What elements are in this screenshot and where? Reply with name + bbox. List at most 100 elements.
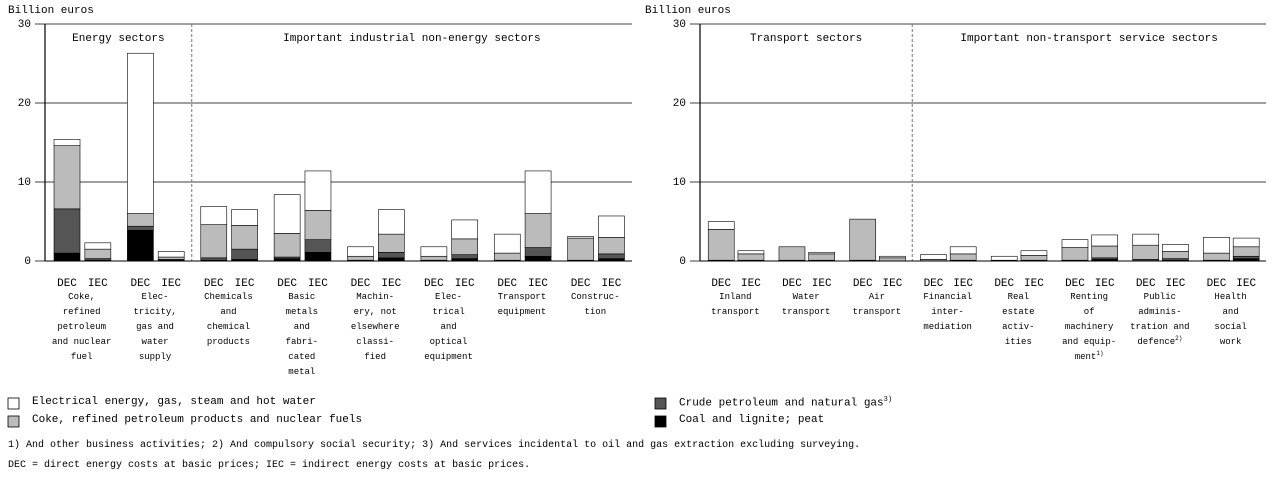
- bar-label: DEC: [924, 278, 944, 290]
- category-note: 2): [1175, 335, 1183, 342]
- bar-segment: [127, 225, 154, 231]
- bar-segment: [737, 250, 765, 255]
- bar-segment: [304, 252, 332, 262]
- bar-segment: [598, 237, 625, 255]
- bar-label: DEC: [1065, 278, 1085, 290]
- bar-segment: [420, 246, 448, 257]
- bar-segment: [84, 248, 112, 259]
- bar-label: IEC: [381, 278, 401, 290]
- bar-segment: [1132, 233, 1160, 246]
- bar-label: IEC: [235, 278, 255, 290]
- legend-entry: Crude petroleum and natural gas3): [679, 396, 892, 410]
- bar-label: DEC: [1207, 278, 1227, 290]
- bar-segment: [157, 256, 185, 260]
- category-label: Inland transport: [711, 292, 760, 317]
- category-label: Financial inter- mediation: [923, 292, 972, 332]
- x-tick-label: Basic metals and fabri- cated metal: [264, 290, 340, 380]
- bar-segment: [567, 237, 594, 261]
- bar-segment: [347, 246, 374, 257]
- bar-segment: [53, 139, 81, 146]
- bar-label: IEC: [161, 278, 181, 290]
- bar-segment: [1061, 239, 1089, 248]
- x-tick-label: Public adminis- tration and defence2): [1122, 290, 1198, 350]
- bar-segment: [420, 255, 448, 261]
- bar-segment: [1061, 247, 1089, 261]
- category-label: Coke, refined petroleum and nuclear fuel: [51, 292, 112, 362]
- group-title: Energy sectors: [72, 33, 164, 45]
- bar-segment: [1203, 252, 1230, 261]
- bar-label: DEC: [994, 278, 1014, 290]
- bar-segment: [808, 253, 835, 261]
- bar-segment: [273, 233, 301, 258]
- bar-segment: [304, 170, 332, 211]
- y-tick-label: 0: [24, 256, 31, 268]
- bar-segment: [127, 213, 154, 227]
- y-tick-label: 20: [673, 98, 686, 110]
- legend-label: Coke, refined petroleum products and nuc…: [32, 414, 363, 426]
- bar-segment: [273, 194, 301, 234]
- x-tick-label: Inland transport: [697, 290, 773, 320]
- bar-label: DEC: [351, 278, 371, 290]
- bar-segment: [451, 219, 479, 240]
- bar-segment: [127, 52, 154, 214]
- legend-label: Electrical energy, gas, steam and hot wa…: [32, 396, 316, 408]
- bar-segment: [378, 233, 405, 253]
- legend-entry: Electrical energy, gas, steam and hot wa…: [32, 396, 316, 408]
- bar-segment: [1232, 255, 1260, 259]
- x-tick-label: Real estate activ- ities: [980, 290, 1056, 350]
- bar-segment: [1020, 255, 1048, 261]
- bar-label: DEC: [130, 278, 150, 290]
- category-label: Elec- tricity, gas and water supply: [133, 292, 177, 362]
- bar-label: IEC: [88, 278, 108, 290]
- category-label: Transport equipment: [497, 292, 547, 317]
- bar-segment: [200, 206, 228, 225]
- bar-label: IEC: [1024, 278, 1044, 290]
- x-tick-label: Construc- tion: [557, 290, 633, 320]
- bar-segment: [707, 221, 735, 230]
- bar-segment: [1162, 244, 1189, 252]
- category-label: Real estate activ- ities: [1002, 292, 1035, 347]
- bar-segment: [524, 255, 552, 262]
- bar-segment: [200, 257, 228, 261]
- bar-label: IEC: [455, 278, 475, 290]
- category-note: 1): [1096, 350, 1104, 357]
- category-label: Elec- trical and optical equipment: [424, 292, 473, 362]
- bar-segment: [451, 238, 479, 255]
- bar-label: IEC: [741, 278, 761, 290]
- x-tick-label: Renting of machinery and equip- ment1): [1051, 290, 1127, 365]
- bar-segment: [231, 248, 258, 260]
- footnote: 1) And other business activities; 2) And…: [8, 440, 861, 451]
- bar-segment: [849, 218, 877, 261]
- x-tick-label: Transport equipment: [484, 290, 560, 320]
- bar-segment: [808, 252, 835, 255]
- category-label: Basic metals and fabri- cated metal: [285, 292, 319, 377]
- y-tick-label: 0: [679, 256, 686, 268]
- y-tick-label: 10: [18, 177, 31, 189]
- category-label: Chemicals and chemical products: [204, 292, 253, 347]
- bar-segment: [157, 251, 185, 258]
- x-tick-label: Financial inter- mediation: [910, 290, 986, 335]
- bar-label: DEC: [711, 278, 731, 290]
- bar-label: DEC: [571, 278, 591, 290]
- category-label: Renting of machinery and equip- ment: [1062, 292, 1117, 362]
- legend-swatch: [7, 397, 20, 410]
- bar-segment: [524, 170, 552, 214]
- bar-segment: [524, 247, 552, 257]
- bar-segment: [493, 233, 521, 254]
- x-tick-label: Water transport: [768, 290, 844, 320]
- legend-swatch: [7, 415, 20, 428]
- bar-segment: [598, 215, 625, 238]
- x-tick-label: Air transport: [839, 290, 915, 320]
- bar-label: IEC: [953, 278, 973, 290]
- bar-segment: [231, 225, 258, 250]
- category-label: Public adminis- tration and defence: [1130, 292, 1190, 347]
- bar-segment: [879, 255, 906, 259]
- category-label: Water transport: [781, 292, 831, 317]
- y-tick-label: 10: [673, 177, 686, 189]
- bar-segment: [990, 255, 1018, 261]
- bar-label: IEC: [602, 278, 622, 290]
- bar-label: DEC: [424, 278, 444, 290]
- bar-segment: [1132, 244, 1160, 260]
- bar-segment: [920, 254, 947, 260]
